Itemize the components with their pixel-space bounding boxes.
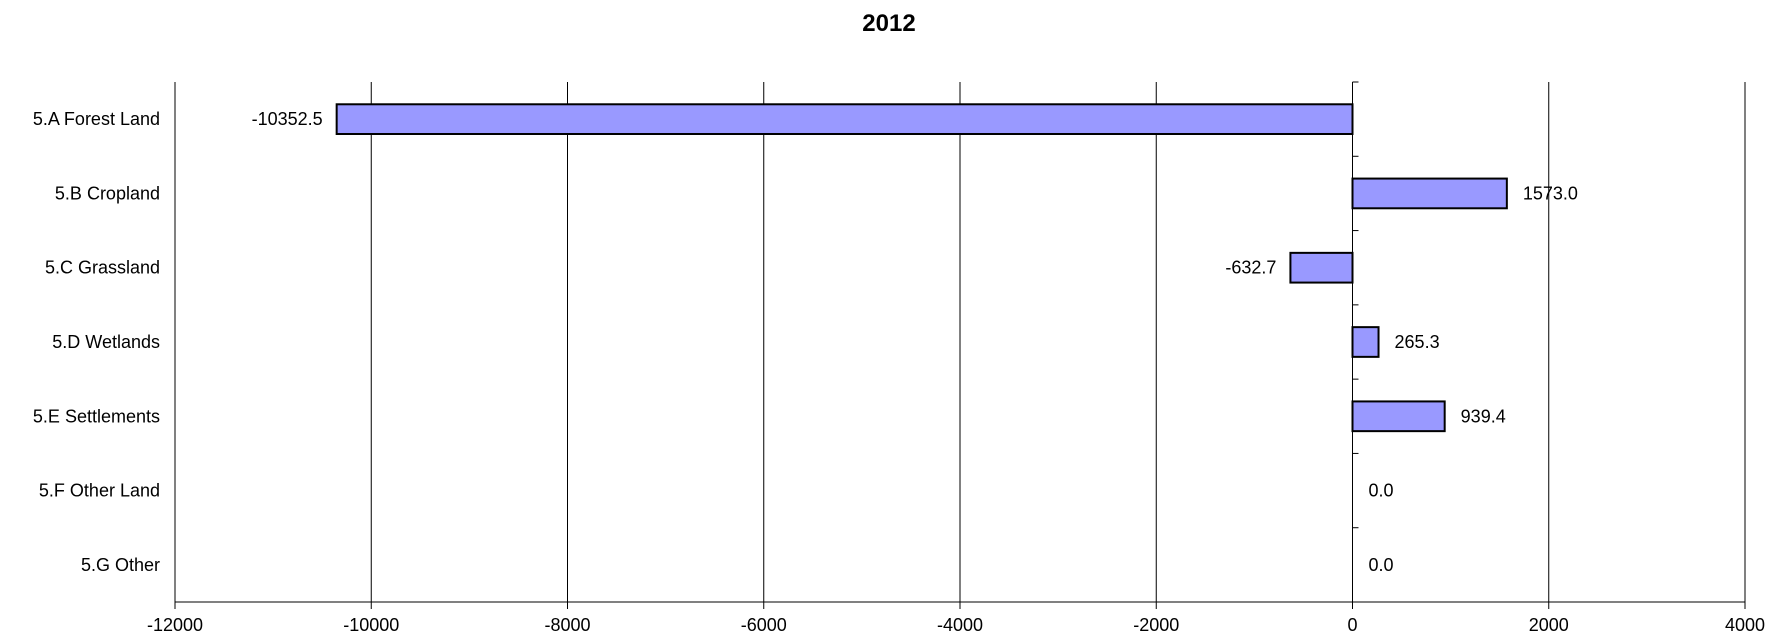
axes bbox=[174, 81, 1746, 609]
data-label: 0.0 bbox=[1369, 555, 1394, 575]
x-tick-label: -12000 bbox=[147, 615, 203, 635]
gridlines bbox=[370, 82, 1746, 602]
category-label: 5.F Other Land bbox=[39, 481, 160, 501]
bar bbox=[1351, 400, 1446, 433]
bars bbox=[335, 103, 1508, 433]
data-label: -10352.5 bbox=[252, 109, 323, 129]
category-label: 5.G Other bbox=[81, 555, 160, 575]
data-label: 939.4 bbox=[1461, 406, 1506, 426]
labels: -10352.5 5.A Forest Land 1573.0 5.B Croplan… bbox=[33, 109, 1765, 635]
x-tick-label: 0 bbox=[1347, 615, 1357, 635]
x-tick-label: -6000 bbox=[741, 615, 787, 635]
x-tick-label: 4000 bbox=[1725, 615, 1765, 635]
x-tick-label: -2000 bbox=[1133, 615, 1179, 635]
bar bbox=[1351, 177, 1508, 210]
data-label: 265.3 bbox=[1395, 332, 1440, 352]
data-label: 0.0 bbox=[1369, 481, 1394, 501]
x-tick-label: 2000 bbox=[1529, 615, 1569, 635]
x-tick-label: -10000 bbox=[343, 615, 399, 635]
chart-title: 2012 bbox=[862, 10, 916, 37]
data-label: -632.7 bbox=[1225, 258, 1276, 278]
bar bbox=[1351, 326, 1380, 358]
category-label: 5.B Cropland bbox=[55, 183, 160, 203]
category-label: 5.C Grassland bbox=[45, 258, 160, 278]
category-label: 5.D Wetlands bbox=[52, 332, 160, 352]
data-label: 1573.0 bbox=[1523, 183, 1578, 203]
bar bbox=[335, 103, 1354, 135]
x-tick-label: -8000 bbox=[544, 615, 590, 635]
x-tick-label: -4000 bbox=[937, 615, 983, 635]
category-label: 5.A Forest Land bbox=[33, 109, 160, 129]
category-label: 5.E Settlements bbox=[33, 406, 160, 426]
bar bbox=[1289, 251, 1354, 284]
